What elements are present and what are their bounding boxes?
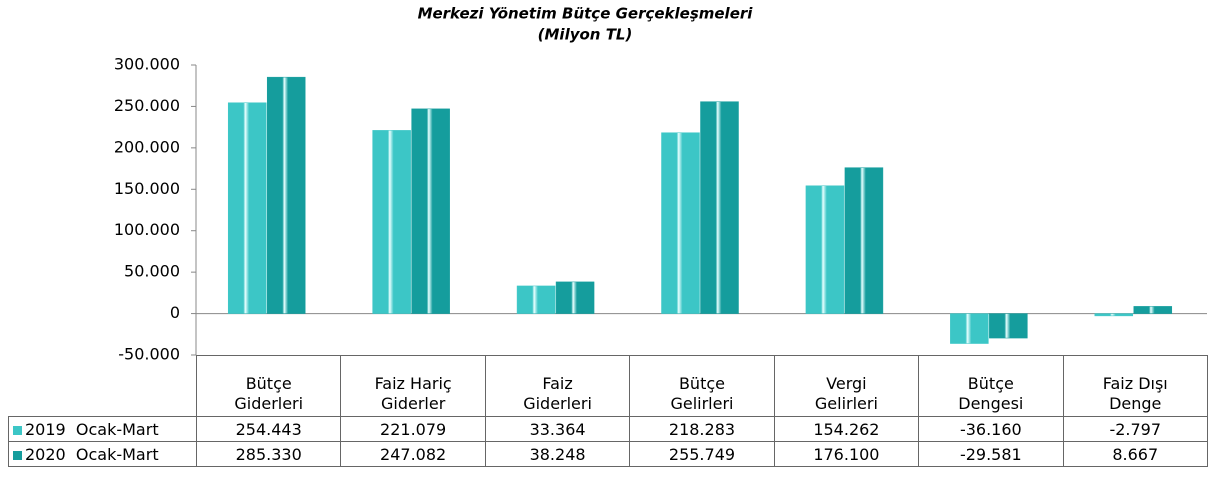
y-tick-label: 250.000 bbox=[114, 96, 180, 115]
bar bbox=[661, 132, 700, 314]
y-tick-label: 100.000 bbox=[114, 220, 180, 239]
bar bbox=[227, 102, 267, 314]
value-label: 221.079 bbox=[340, 416, 486, 442]
bar bbox=[844, 167, 884, 314]
x-tick-label: Bütçe Gelirleri bbox=[629, 355, 775, 417]
legend-cell: 2020 Ocak-Mart bbox=[8, 441, 197, 467]
bar bbox=[805, 185, 845, 314]
y-tick-label: 50.000 bbox=[124, 262, 180, 281]
y-tick-label: 150.000 bbox=[114, 179, 180, 198]
bar bbox=[516, 285, 556, 314]
bar bbox=[266, 76, 306, 314]
x-tick-label: Faiz Dışı Denge bbox=[1062, 355, 1208, 417]
y-tick-label: 300.000 bbox=[114, 55, 180, 74]
legend-label: 2020 Ocak-Mart bbox=[25, 444, 159, 464]
bar bbox=[411, 108, 450, 314]
bar bbox=[700, 101, 739, 314]
chart-subtitle: (Milyon TL) bbox=[538, 26, 633, 44]
x-tick-label: Faiz Giderleri bbox=[484, 355, 631, 417]
value-label: 176.100 bbox=[773, 441, 920, 467]
bar bbox=[989, 313, 1028, 339]
blank-cell bbox=[9, 356, 197, 417]
value-label: 285.330 bbox=[195, 441, 342, 467]
value-label: 255.749 bbox=[629, 441, 775, 467]
legend-cell: 2019 Ocak-Mart bbox=[8, 416, 197, 442]
bar bbox=[555, 281, 595, 314]
legend-swatch bbox=[13, 425, 22, 435]
y-tick-label: -50.000 bbox=[118, 345, 180, 364]
x-tick-label: Bütçe Giderleri bbox=[195, 355, 342, 417]
x-tick-label: Bütçe Dengesi bbox=[918, 355, 1064, 417]
x-tick-label: Faiz Hariç Giderler bbox=[340, 355, 486, 417]
value-label: 154.262 bbox=[773, 416, 920, 442]
legend-swatch bbox=[13, 450, 22, 460]
legend-label: 2019 Ocak-Mart bbox=[25, 419, 159, 439]
bar bbox=[1133, 306, 1173, 314]
series-row: 2019 Ocak-Mart 254.443 221.079 33.364 218.28… bbox=[8, 416, 1208, 442]
x-tick-label: Vergi Gelirleri bbox=[773, 355, 920, 417]
bar bbox=[950, 313, 989, 344]
value-label: 33.364 bbox=[484, 416, 631, 442]
value-label: 38.248 bbox=[484, 441, 631, 467]
data-table: Bütçe Giderleri Faiz Hariç Giderler Faiz G… bbox=[8, 355, 1208, 467]
series-row: 2020 Ocak-Mart 285.330 247.082 38.248 255.74… bbox=[8, 441, 1208, 467]
value-label: 247.082 bbox=[340, 441, 486, 467]
value-label: -2.797 bbox=[1062, 416, 1208, 442]
value-label: 8.667 bbox=[1062, 441, 1208, 467]
bar bbox=[1094, 313, 1134, 317]
value-label: -29.581 bbox=[918, 441, 1064, 467]
value-label: 254.443 bbox=[195, 416, 342, 442]
value-label: 218.283 bbox=[629, 416, 775, 442]
header-row: Bütçe Giderleri Faiz Hariç Giderler Faiz G… bbox=[9, 355, 1208, 417]
value-label: -36.160 bbox=[918, 416, 1064, 442]
chart-title: Merkezi Yönetim Bütçe Gerçekleşmeleri bbox=[418, 5, 754, 23]
y-tick-label: 0 bbox=[170, 303, 180, 322]
y-tick-label: 200.000 bbox=[114, 137, 180, 156]
bar bbox=[372, 130, 411, 314]
